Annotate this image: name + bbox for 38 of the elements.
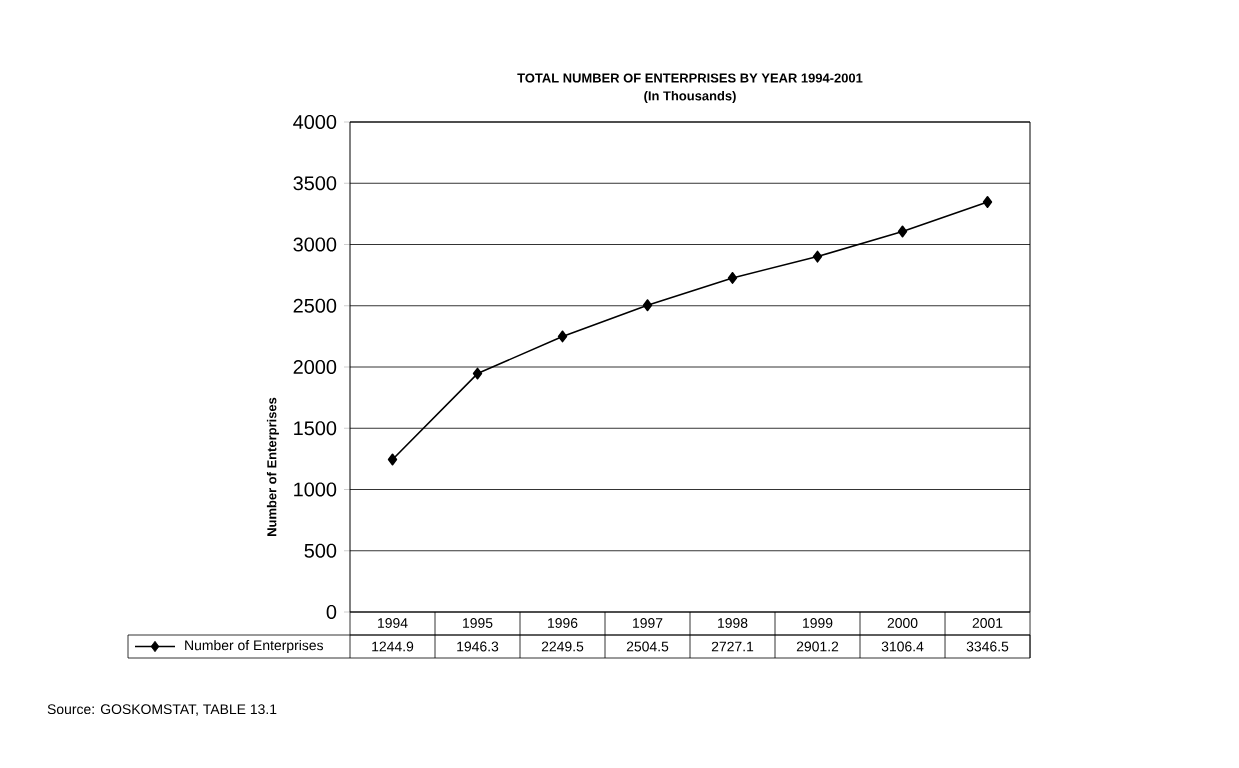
data-label: 2901.2 xyxy=(796,641,839,652)
data-label: 2727.1 xyxy=(711,641,754,652)
x-tick-label: 1997 xyxy=(633,618,663,628)
y-tick-label: 3500 xyxy=(293,176,337,191)
y-tick-label: 1500 xyxy=(294,421,337,436)
y-axis-title: Number of Enterprises xyxy=(266,397,279,536)
legend-label: Number of Enterprises xyxy=(185,640,324,654)
y-tick-label: 3000 xyxy=(293,237,337,252)
x-tick-label: 1996 xyxy=(548,618,578,628)
x-tick-label: 2001 xyxy=(972,618,1003,628)
point xyxy=(982,196,993,209)
point xyxy=(727,271,738,284)
x-tick-label: 1998 xyxy=(718,618,748,628)
data-label: 3106.4 xyxy=(881,641,924,652)
x-tick-label: 1999 xyxy=(803,618,833,628)
chart-title: TOTAL NUMBER OF ENTERPRISES BY YEAR 1994-2001 xyxy=(517,73,863,83)
y-tick-label: 2500 xyxy=(293,298,337,313)
point xyxy=(642,299,653,312)
x-tick-label: 1994 xyxy=(378,618,408,628)
point xyxy=(387,453,398,466)
x-tick-label: 1995 xyxy=(463,618,493,628)
y-tick-label: 500 xyxy=(304,543,337,558)
data-label: 3346.5 xyxy=(966,641,1009,652)
point xyxy=(557,330,568,343)
data-label: 1244.9 xyxy=(372,641,414,652)
chart-subtitle: (In Thousands) xyxy=(644,90,736,104)
data-label: 2504.5 xyxy=(626,641,669,652)
point xyxy=(472,367,483,380)
x-tick-label: 2000 xyxy=(887,618,918,628)
source-note: Source: GOSKOMSTAT, TABLE 13.1 xyxy=(47,704,277,716)
data-label: 2249.5 xyxy=(541,641,584,652)
point xyxy=(897,225,908,238)
point xyxy=(812,250,823,263)
y-tick-label: 4000 xyxy=(293,114,337,130)
y-tick-label: 2000 xyxy=(293,359,337,375)
y-tick-label: 1000 xyxy=(294,482,337,497)
data-label: 1946.3 xyxy=(457,641,499,652)
y-tick-label: 0 xyxy=(326,604,337,620)
